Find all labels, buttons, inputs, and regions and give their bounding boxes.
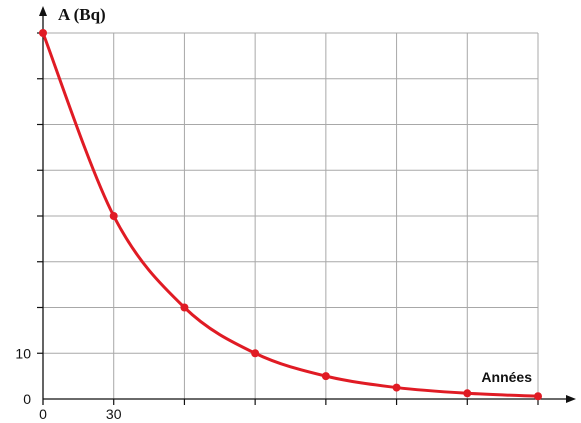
data-point [39,29,47,37]
series [39,29,542,401]
data-point [251,349,260,358]
y-tick-label: 10 [15,345,31,361]
grid [43,32,539,399]
y-tick-label: 0 [23,391,31,407]
x-axis-arrow [566,395,576,403]
axes [39,6,576,405]
x-axis-label: Années [481,369,532,385]
x-tick-label: 30 [106,406,122,422]
y-axis-label: A (Bq) [58,5,106,24]
data-point [109,212,118,220]
data-point [180,303,189,312]
y-axis-arrow [39,6,47,16]
data-point [534,392,542,401]
ticks: 0 30 0 10 [15,32,539,422]
data-point [321,372,330,381]
data-point [463,389,472,398]
x-tick-label: 0 [39,406,47,422]
data-point [392,383,401,392]
